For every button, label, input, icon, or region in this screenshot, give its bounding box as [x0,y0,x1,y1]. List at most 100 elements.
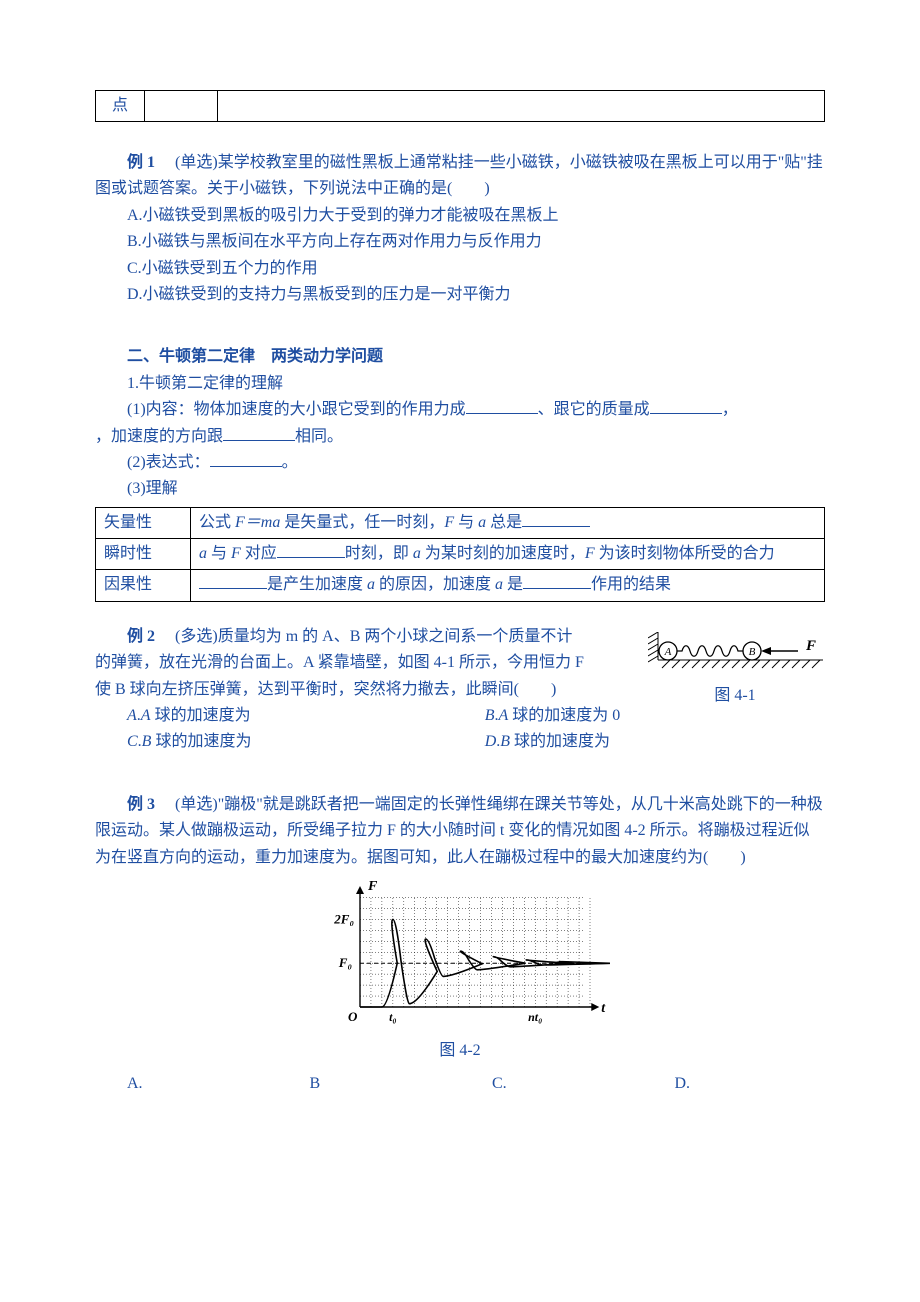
ex2-opt-a: AA.A 球的加速度为.A 球的加速度为 [95,703,453,729]
ex1-opt-a: A.小磁铁受到黑板的吸引力大于受到的弹力才能被吸在黑板上 [95,203,825,229]
ex3-label: 例 3 [127,796,155,813]
row3-body: 是产生加速度 a 的原因，加速度 a 是 作用的结果 [191,570,825,601]
t: 为该时刻物体所受的合力 [595,545,775,562]
ex2-text: 例 2 (多选)质量均为 m 的 A、B 两个小球之间系一个质量不计的弹簧，放在… [95,624,585,703]
spring-diagram-icon: A B F [648,632,823,672]
svg-text:t₀: t₀ [389,1010,397,1024]
sec2-l2d: 相同。 [295,428,343,445]
spacer [95,602,825,624]
t: 公式 [199,514,235,531]
sec2-l3b: 。 [282,454,298,471]
t: 是矢量式，任一时刻， [280,514,444,531]
svg-text:A: A [663,646,671,658]
t: F＝ma [235,514,280,531]
t: a [413,545,421,562]
stub-cell-1: 点 [96,91,145,122]
svg-text:F: F [367,879,378,894]
sec2-l2c-tail: ， [722,401,738,418]
ex1-opt-d: D.小磁铁受到的支持力与黑板受到的压力是一对平衡力 [95,282,825,308]
blank [522,513,590,527]
stub-table: 点 [95,90,825,122]
row2-body: a 与 F 对应时刻，即 a 为某时刻的加速度时，F 为该时刻物体所受的合力 [191,539,825,570]
ex2-opt-d: D.B 球的加速度为 [453,729,811,755]
blank [199,576,267,590]
spacer [95,308,825,344]
ex3-stem: 例 3 (单选)"蹦极"就是跳跃者把一端固定的长弹性绳绑在踝关节等处，从几十米高… [95,792,825,871]
t: 对应 [241,545,277,562]
t: 为某时刻的加速度时， [421,545,585,562]
svg-text:t: t [601,1001,606,1016]
understanding-table: 矢量性 公式 F＝ma 是矢量式，任一时刻，F 与 a 总是 瞬时性 a 与 F… [95,507,825,602]
svg-text:F: F [805,638,816,654]
t: a [199,545,207,562]
spacer [95,756,825,792]
blank [223,424,295,440]
row1-body: 公式 F＝ma 是矢量式，任一时刻，F 与 a 总是 [191,507,825,538]
ex2-tag: (多选) [159,628,218,645]
sec2-line2b: ，加速度的方向跟 相同。 [95,424,825,450]
figure-4-2-caption: 图 4-2 [95,1038,825,1064]
t: 与 [207,545,231,562]
table-row: 因果性 是产生加速度 a 的原因，加速度 a 是 作用的结果 [96,570,825,601]
damped-oscillation-chart-icon: F₀ 2F₀ Ft Ot₀ nt₀ [310,877,610,1027]
t: a [495,576,503,593]
svg-text:2F₀: 2F₀ [333,911,354,926]
t: 与 [454,514,478,531]
ex2-opt-c: C.B 球的加速度为 [95,729,453,755]
t: 总是 [486,514,522,531]
blank [523,576,591,590]
stub-cell-2 [145,91,218,122]
ex2-label: 例 2 [127,628,155,645]
sec2-l2b: 、跟它的质量成 [538,401,650,418]
t: 作用的结果 [591,576,671,593]
sec2-line3: (2)表达式： 。 [95,450,825,476]
t: 是 [503,576,523,593]
ex1-tag: (单选) [159,154,218,171]
ex3-options: A. B C. D. [95,1071,825,1097]
sec2-l2a: (1)内容：物体加速度的大小跟它受到的作用力成 [127,401,466,418]
blank [466,398,538,414]
t: a [367,576,375,593]
t: 时刻，即 [345,545,413,562]
svg-text:F₀: F₀ [338,955,352,970]
ex1-opt-b: B.小磁铁与黑板间在水平方向上存在两对作用力与反作用力 [95,229,825,255]
sec2-line4: (3)理解 [95,476,825,502]
figure-4-1-caption: 图 4-1 [645,683,825,709]
page: 点 例 1 (单选)某学校教室里的磁性黑板上通常粘挂一些小磁铁，小磁铁被吸在黑板… [0,0,920,1157]
ex1-label: 例 1 [127,154,155,171]
figure-4-2: F₀ 2F₀ Ft Ot₀ nt₀ 图 4-2 [95,877,825,1065]
svg-text:O: O [348,1009,358,1024]
t: 的原因，加速度 [375,576,495,593]
blank [210,451,282,467]
stub-cell-3 [218,91,825,122]
ex1-opt-c: C.小磁铁受到五个力的作用 [95,256,825,282]
ex3-opt-a: A. [95,1071,278,1097]
ex3-tag: (单选) [159,796,218,813]
t: F [585,545,595,562]
sec2-l3a: (2)表达式： [127,454,210,471]
ex2-block: 例 2 (多选)质量均为 m 的 A、B 两个小球之间系一个质量不计的弹簧，放在… [95,624,825,703]
svg-text:B: B [748,646,755,658]
row3-hdr: 因果性 [96,570,191,601]
blank [650,398,722,414]
ex3-opt-d: D. [643,1071,826,1097]
sec2-line2: (1)内容：物体加速度的大小跟它受到的作用力成 、跟它的质量成 ， [95,397,825,423]
table-row: 瞬时性 a 与 F 对应时刻，即 a 为某时刻的加速度时，F 为该时刻物体所受的… [96,539,825,570]
t: F [444,514,454,531]
row1-hdr: 矢量性 [96,507,191,538]
table-row: 矢量性 公式 F＝ma 是矢量式，任一时刻，F 与 a 总是 [96,507,825,538]
sec2-l2c: ，加速度的方向跟 [95,428,223,445]
svg-text:nt₀: nt₀ [528,1010,542,1024]
sec2-line1: 1.牛顿第二定律的理解 [95,371,825,397]
table-row: 点 [96,91,825,122]
ex1-stem: 例 1 (单选)某学校教室里的磁性黑板上通常粘挂一些小磁铁，小磁铁被吸在黑板上可… [95,150,825,203]
t: 是产生加速度 [267,576,367,593]
ex3-opt-b: B [278,1071,461,1097]
sec2-heading: 二、牛顿第二定律 两类动力学问题 [95,344,825,370]
t: a [478,514,486,531]
ex3-opt-c: C. [460,1071,643,1097]
ex2-stem: 例 2 (多选)质量均为 m 的 A、B 两个小球之间系一个质量不计的弹簧，放在… [95,624,585,703]
t: F [231,545,241,562]
blank [277,544,345,558]
figure-4-1: A B F 图 4-1 [645,632,825,710]
